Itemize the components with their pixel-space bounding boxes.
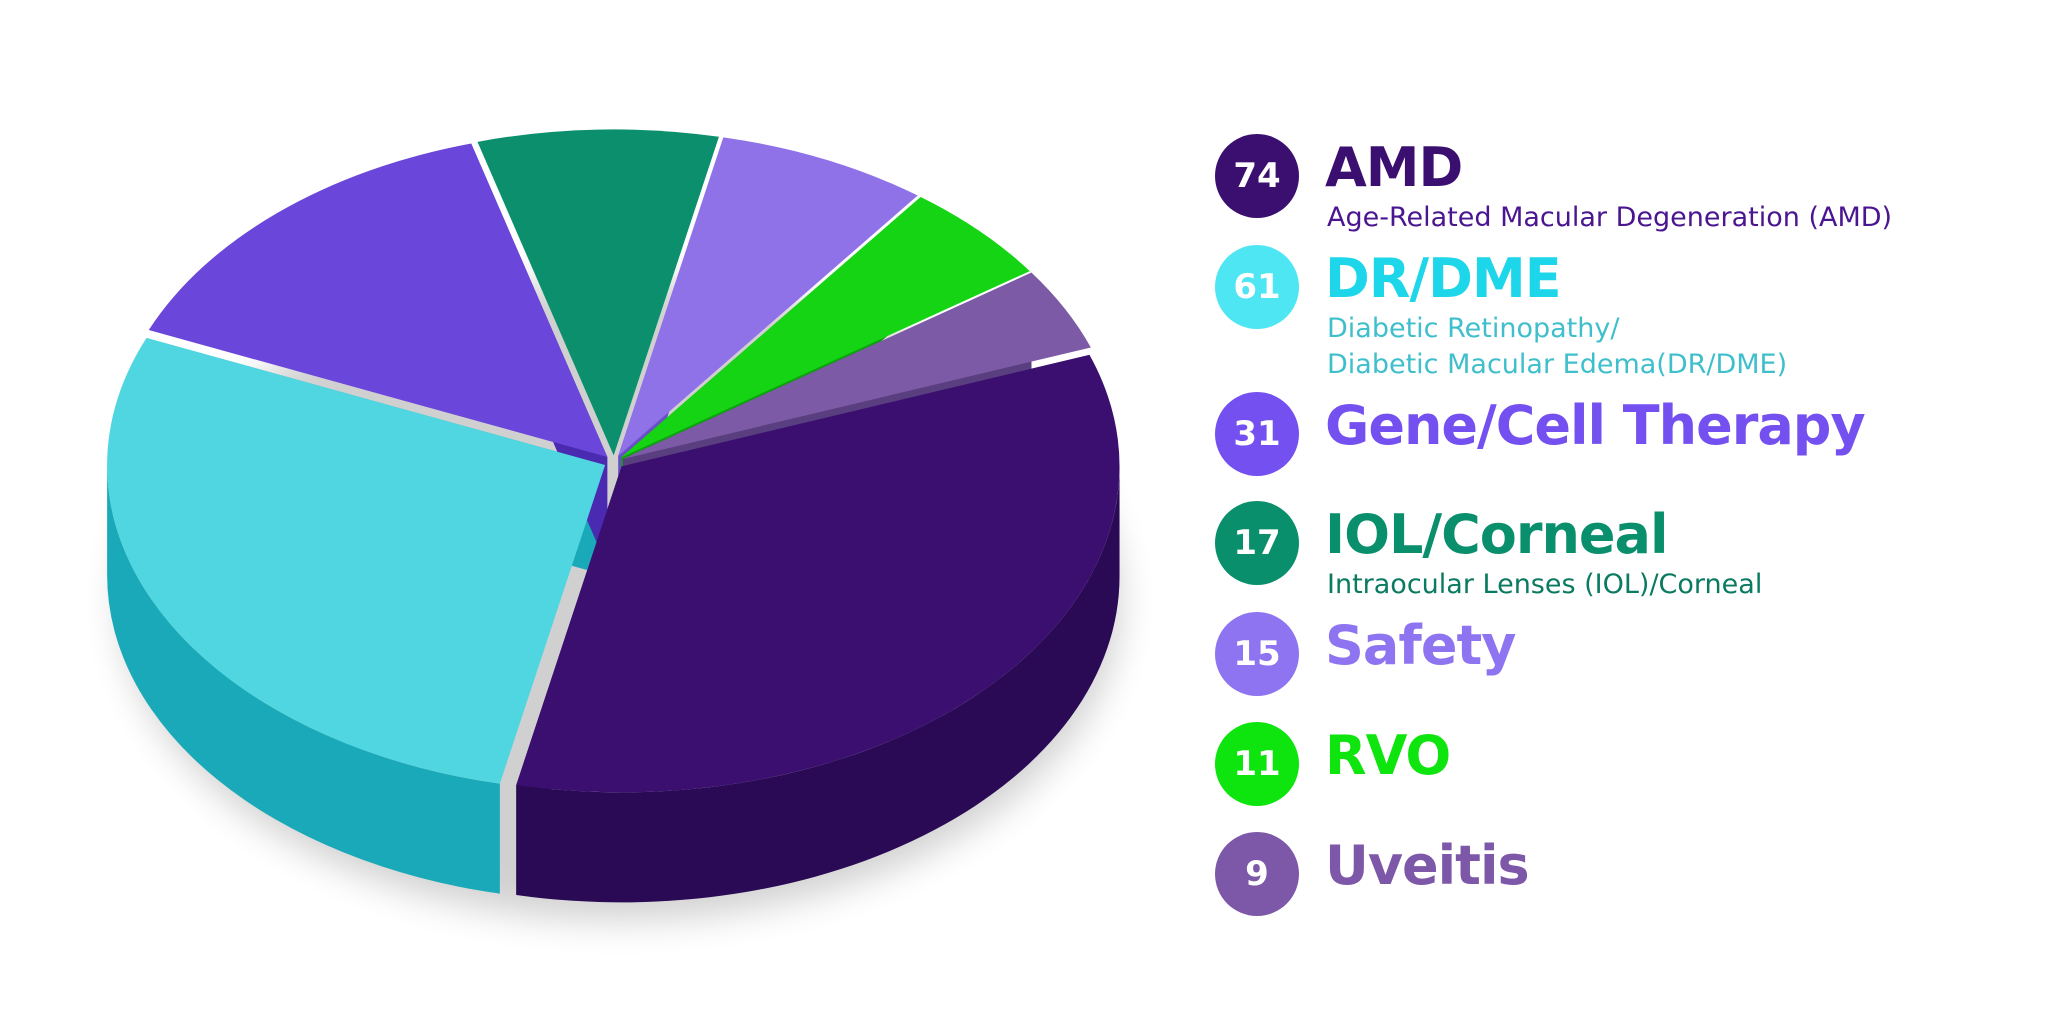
- pie-slice-rvo: [621, 196, 1030, 458]
- count-badge: 61: [1215, 245, 1299, 329]
- pie-chart: [107, 129, 1120, 920]
- count-badge: 11: [1215, 722, 1299, 806]
- pie-side-amd: [516, 466, 1120, 903]
- count-badge: 17: [1215, 501, 1299, 585]
- legend-label: AMD: [1325, 136, 1463, 199]
- pie-slice-uveitis: [622, 272, 1091, 459]
- legend-label: Gene/Cell Therapy: [1325, 394, 1866, 457]
- pie-slice-gene-cell-therapy: [148, 143, 608, 458]
- count-badge: 15: [1215, 612, 1299, 696]
- legend-description: Diabetic Macular Edema(DR/DME): [1327, 349, 1788, 380]
- count-badge: 31: [1215, 392, 1299, 476]
- count-badge: 74: [1215, 134, 1299, 218]
- legend-description: Diabetic Retinopathy/: [1327, 313, 1620, 344]
- legend-label: Uveitis: [1325, 834, 1530, 897]
- pie-slice-safety: [618, 137, 918, 456]
- legend-description: Intraocular Lenses (IOL)/Corneal: [1327, 569, 1763, 600]
- legend-label: RVO: [1325, 724, 1451, 787]
- pie-slice-amd: [516, 354, 1120, 793]
- legend-description: Age-Related Macular Degeneration (AMD): [1327, 202, 1893, 233]
- legend-label: DR/DME: [1325, 247, 1562, 310]
- pie-slice-iol-corneal: [477, 129, 719, 456]
- pie-side-dr-dme: [107, 465, 500, 894]
- count-badge: 9: [1215, 832, 1299, 916]
- pie-slice-dr-dme: [107, 337, 606, 784]
- legend-label: Safety: [1325, 614, 1516, 677]
- legend-label: IOL/Corneal: [1325, 503, 1669, 566]
